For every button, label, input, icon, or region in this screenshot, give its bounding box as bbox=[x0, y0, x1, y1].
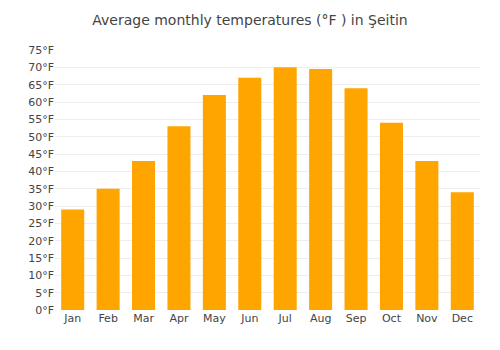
svg-text:10°F: 10°F bbox=[28, 269, 54, 282]
svg-text:Nov: Nov bbox=[416, 312, 438, 325]
svg-text:Aug: Aug bbox=[310, 312, 331, 325]
svg-text:0°F: 0°F bbox=[35, 304, 54, 317]
svg-text:35°F: 35°F bbox=[28, 183, 54, 196]
svg-text:25°F: 25°F bbox=[28, 217, 54, 230]
svg-text:45°F: 45°F bbox=[28, 148, 54, 161]
svg-text:Mar: Mar bbox=[133, 312, 154, 325]
svg-text:Oct: Oct bbox=[382, 312, 402, 325]
svg-text:75°F: 75°F bbox=[28, 44, 54, 57]
svg-text:Apr: Apr bbox=[169, 312, 189, 325]
svg-text:Jul: Jul bbox=[278, 312, 292, 325]
svg-text:60°F: 60°F bbox=[28, 96, 54, 109]
svg-text:May: May bbox=[203, 312, 226, 325]
svg-text:70°F: 70°F bbox=[28, 61, 54, 74]
svg-text:Dec: Dec bbox=[452, 312, 473, 325]
svg-text:Jan: Jan bbox=[63, 312, 81, 325]
svg-text:Average monthly temperatures (: Average monthly temperatures (°F ) in Şe… bbox=[92, 12, 407, 28]
svg-text:Sep: Sep bbox=[346, 312, 367, 325]
svg-text:50°F: 50°F bbox=[28, 131, 54, 144]
svg-text:Feb: Feb bbox=[98, 312, 117, 325]
svg-text:5°F: 5°F bbox=[35, 287, 54, 300]
svg-text:55°F: 55°F bbox=[28, 113, 54, 126]
svg-text:65°F: 65°F bbox=[28, 79, 54, 92]
svg-text:Jun: Jun bbox=[240, 312, 258, 325]
svg-text:20°F: 20°F bbox=[28, 235, 54, 248]
svg-text:15°F: 15°F bbox=[28, 252, 54, 265]
svg-text:30°F: 30°F bbox=[28, 200, 54, 213]
svg-text:40°F: 40°F bbox=[28, 165, 54, 178]
